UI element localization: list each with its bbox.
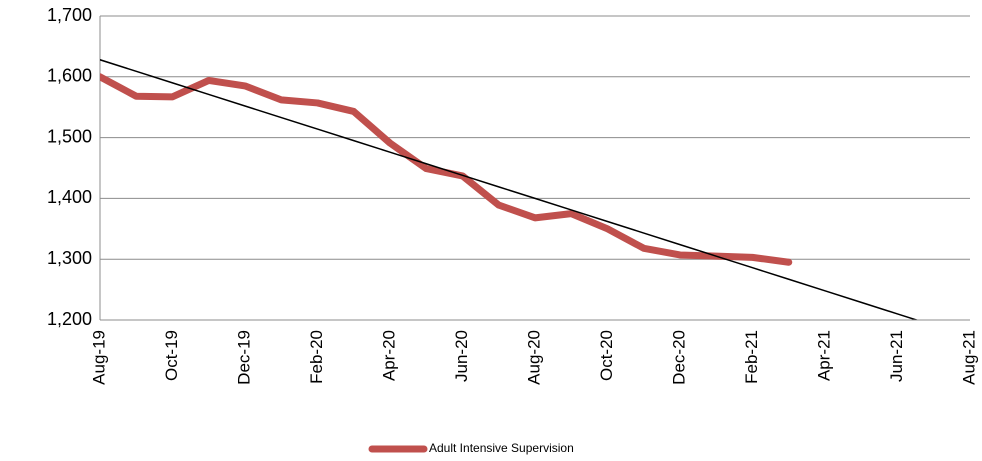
x-tick-label: Dec-19	[234, 330, 253, 385]
x-tick-label: Oct-19	[162, 330, 181, 381]
x-tick-label: Aug-21	[959, 330, 978, 385]
y-tick-label: 1,400	[47, 187, 92, 207]
y-tick-label: 1,600	[47, 66, 92, 86]
x-tick-label: Apr-20	[379, 330, 398, 381]
x-tick-label: Jun-21	[887, 330, 906, 382]
plot-area	[100, 59, 920, 320]
trend-line	[100, 59, 920, 320]
x-tick-label: Apr-21	[814, 330, 833, 381]
x-tick-label: Feb-20	[307, 330, 326, 384]
y-tick-label: 1,700	[47, 5, 92, 25]
x-tick-label: Aug-20	[524, 330, 543, 385]
x-tick-label: Aug-19	[89, 330, 108, 385]
x-tick-label: Dec-20	[669, 330, 688, 385]
y-tick-label: 1,300	[47, 248, 92, 268]
y-tick-label: 1,500	[47, 126, 92, 146]
legend-label: Adult Intensive Supervision	[429, 441, 574, 455]
y-tick-label: 1,200	[47, 309, 92, 329]
x-tick-label: Feb-21	[742, 330, 761, 384]
data-line	[100, 73, 793, 266]
x-tick-label: Oct-20	[597, 330, 616, 381]
x-tick-label: Jun-20	[452, 330, 471, 382]
